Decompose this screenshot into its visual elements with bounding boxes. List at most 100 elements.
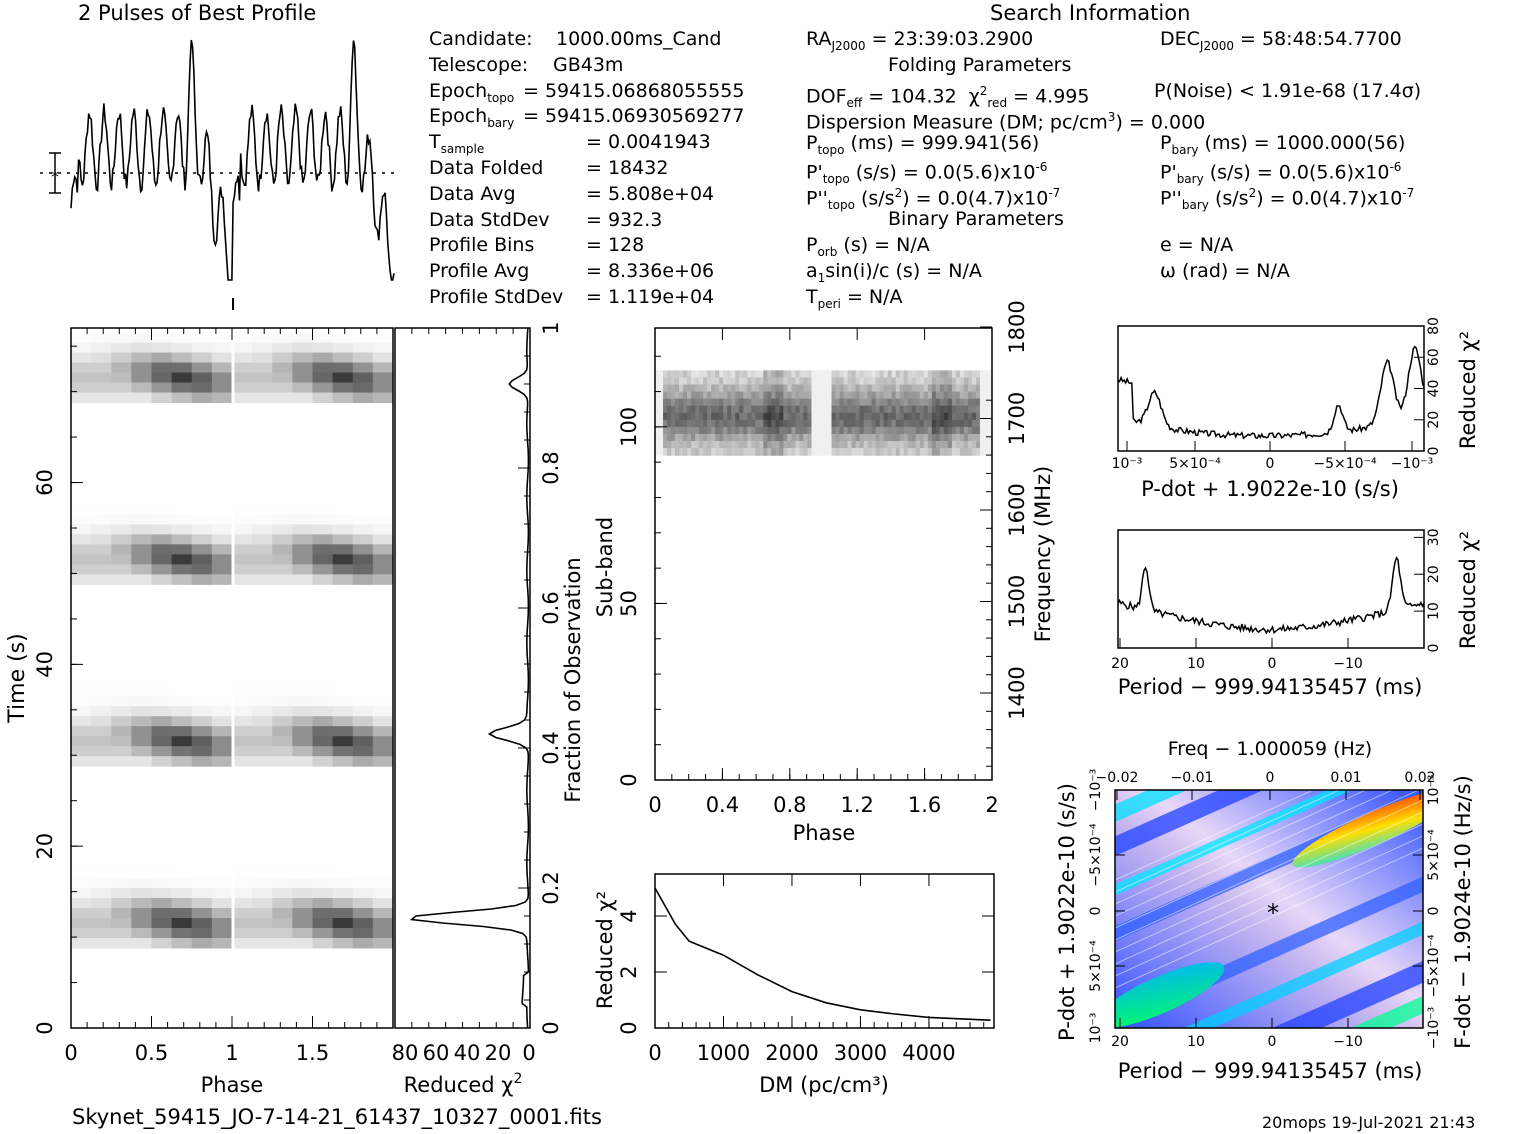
time-phase-cell [151, 938, 173, 949]
time-phase-cell [232, 938, 253, 949]
subband-cell [927, 448, 933, 456]
subband-cell [815, 377, 821, 386]
subband-ytick: 50 [617, 590, 641, 617]
subband-cell [783, 384, 788, 393]
time-phase-cell [131, 504, 152, 515]
subband-cell [971, 405, 977, 414]
time-phase-cell [292, 504, 313, 515]
subband-cell [655, 391, 660, 400]
subband-cell [931, 370, 937, 379]
subband-cell [707, 370, 712, 379]
subband-cell [843, 405, 849, 414]
subband-cell [827, 441, 833, 449]
subband-cell [823, 405, 829, 414]
subband-cell [703, 441, 708, 449]
subband-cell [983, 419, 989, 428]
time-phase-cell [91, 756, 112, 767]
ecc-line: e = N/A [1160, 234, 1234, 256]
time-phase-cell [332, 716, 354, 727]
subband-cell [863, 384, 869, 393]
subband-cell [915, 384, 921, 393]
time-phase-cell [312, 494, 334, 505]
ppdot-toptick: 0.02 [1404, 770, 1435, 786]
time-phase-cell [252, 392, 273, 404]
subband-cell [883, 448, 889, 456]
subband-cell [727, 384, 732, 393]
subband-cell [667, 448, 672, 456]
subband-cell [715, 412, 720, 421]
ppdot-rtick: −10⁻³ [1426, 1007, 1442, 1050]
time-phase-cell [171, 878, 193, 889]
subband-cell [935, 433, 941, 442]
subband-cell [699, 441, 704, 449]
subband-cell [723, 391, 728, 400]
subband-cell [735, 441, 740, 449]
time-phase-cell [232, 716, 253, 727]
ppdot-grid-line [1115, 790, 1368, 905]
time-phase-cell [91, 494, 112, 505]
time-phase-cell [171, 494, 193, 505]
subband-cell [923, 441, 929, 449]
time-phase-cell [211, 554, 233, 565]
time-phase-cell [131, 858, 152, 869]
time-phase-cell [211, 696, 233, 707]
subband-cell [987, 441, 992, 449]
subband-cell [787, 426, 793, 435]
subband-cell [679, 448, 684, 456]
subband-cell [687, 405, 692, 414]
time-phase-cell [111, 676, 132, 687]
time-phase-cell [272, 676, 293, 687]
subband-cell [695, 433, 700, 442]
time-phase-cell [111, 938, 132, 949]
search-title: Search Information [990, 1, 1191, 25]
subband-cell [759, 391, 764, 400]
subband-cell [883, 426, 889, 435]
time-chi2-xtick: 0 [522, 1041, 535, 1065]
subband-cell [659, 370, 664, 379]
period-ytick: 0 [1426, 644, 1442, 653]
subband-cell [911, 433, 917, 442]
subband-cell [795, 384, 801, 393]
time-phase-cell [372, 888, 393, 899]
time-phase-cell [372, 574, 393, 585]
subband-rlabel: Frequency (MHz) [1031, 466, 1055, 642]
time-phase-cell [131, 328, 152, 334]
subband-cell [967, 398, 973, 407]
time-phase-cell [372, 494, 393, 505]
time-phase-cell [111, 574, 132, 585]
ppdot-ytick: 5×10⁻⁴ [1088, 940, 1104, 992]
subband-cell [951, 419, 957, 428]
time-chi2-rtick: 1 [539, 321, 563, 334]
time-phase-cell [352, 898, 374, 909]
pdot-ytick: 40 [1426, 380, 1442, 398]
subband-cell [755, 433, 760, 442]
time-phase-cell [252, 726, 273, 737]
subband-cell [787, 391, 793, 400]
info-left-label: Profile StdDev [429, 286, 564, 308]
subband-cell [939, 384, 945, 393]
subband-cell [667, 412, 672, 421]
time-phase-cell [211, 868, 233, 879]
profile-title: 2 Pulses of Best Profile [78, 1, 317, 25]
time-phase-cell [272, 494, 293, 505]
subband-cell [775, 405, 780, 414]
subband-cell [963, 405, 969, 414]
pddbary-line: P''bary (s/s2) = 0.0(4.7)x10-7 [1160, 186, 1415, 213]
subband-cell [883, 433, 889, 442]
time-phase-cell [332, 676, 354, 687]
time-phase-cell [211, 574, 233, 585]
subband-cell [839, 448, 845, 456]
time-phase-cell [252, 362, 273, 374]
time-phase-cell [91, 514, 112, 525]
time-phase-cell [71, 372, 92, 384]
subband-cell [739, 398, 744, 407]
time-phase-cell [211, 362, 233, 374]
subband-cell [847, 441, 853, 449]
ppdot-grid-line [1115, 790, 1420, 929]
subband-cell [851, 419, 857, 428]
subband-cell [939, 377, 945, 386]
subband-cell [895, 398, 901, 407]
subband-cell [975, 398, 981, 407]
